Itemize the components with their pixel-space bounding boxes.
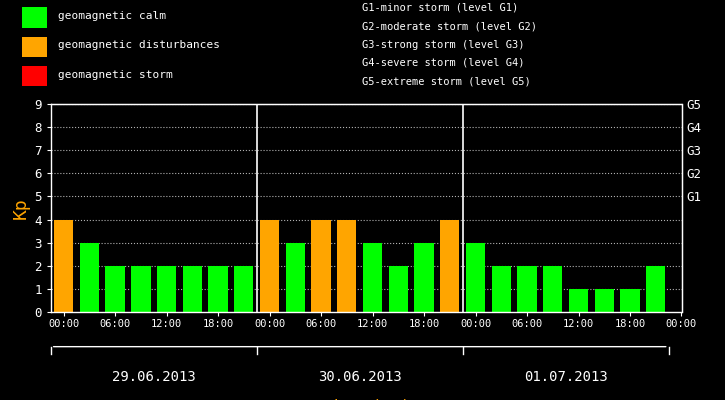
Text: G5-extreme storm (level G5): G5-extreme storm (level G5) <box>362 76 531 86</box>
Bar <box>209 266 228 312</box>
Y-axis label: Kp: Kp <box>12 197 30 219</box>
Bar <box>157 266 176 312</box>
Bar <box>492 266 511 312</box>
Bar <box>621 289 639 312</box>
Bar <box>80 243 99 312</box>
Bar <box>234 266 254 312</box>
Bar <box>22 37 47 57</box>
Bar <box>183 266 202 312</box>
Text: G3-strong storm (level G3): G3-strong storm (level G3) <box>362 40 525 50</box>
Bar <box>440 220 460 312</box>
Text: G1-minor storm (level G1): G1-minor storm (level G1) <box>362 3 519 13</box>
Bar <box>22 7 47 28</box>
Text: geomagnetic disturbances: geomagnetic disturbances <box>58 40 220 50</box>
Bar <box>543 266 563 312</box>
Bar <box>363 243 382 312</box>
Bar <box>337 220 357 312</box>
Bar <box>518 266 536 312</box>
Bar <box>312 220 331 312</box>
Bar <box>389 266 408 312</box>
Text: Time (UT): Time (UT) <box>321 399 411 400</box>
Bar <box>286 243 305 312</box>
Bar <box>569 289 588 312</box>
Text: G4-severe storm (level G4): G4-severe storm (level G4) <box>362 58 525 68</box>
Bar <box>22 66 47 86</box>
Bar <box>466 243 485 312</box>
Text: 29.06.2013: 29.06.2013 <box>112 370 196 384</box>
Bar <box>131 266 151 312</box>
Bar <box>594 289 614 312</box>
Text: G2-moderate storm (level G2): G2-moderate storm (level G2) <box>362 21 537 31</box>
Bar <box>260 220 279 312</box>
Bar <box>54 220 73 312</box>
Bar <box>646 266 666 312</box>
Text: 30.06.2013: 30.06.2013 <box>318 370 402 384</box>
Bar <box>415 243 434 312</box>
Bar <box>105 266 125 312</box>
Text: geomagnetic calm: geomagnetic calm <box>58 11 166 21</box>
Text: 01.07.2013: 01.07.2013 <box>523 370 608 384</box>
Text: geomagnetic storm: geomagnetic storm <box>58 70 173 80</box>
